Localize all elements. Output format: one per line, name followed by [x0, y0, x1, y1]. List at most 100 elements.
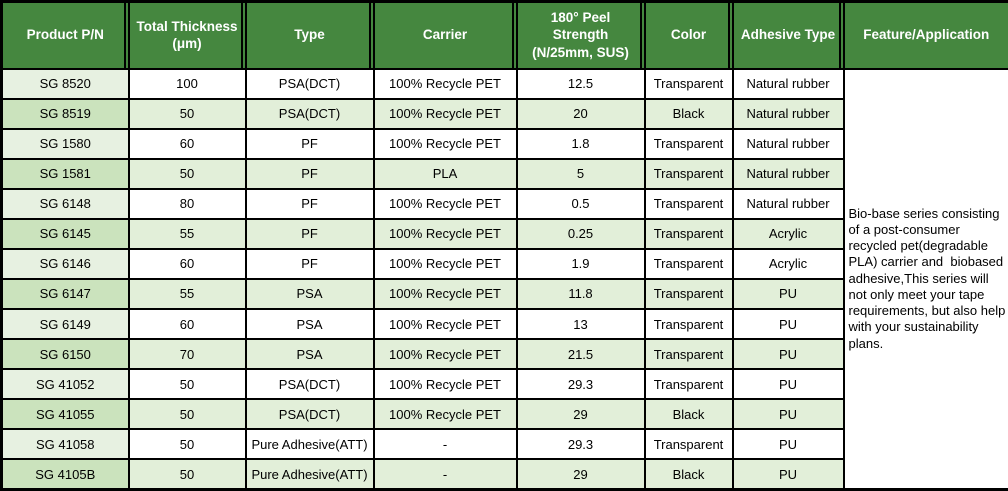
- cell-product-pn: SG 8520: [0, 67, 130, 100]
- cell-color: Transparent: [643, 428, 734, 461]
- cell-total-thickness: 55: [127, 217, 247, 250]
- cell-peel-strength: 29.3: [515, 428, 646, 461]
- cell-carrier: 100% Recycle PET: [372, 368, 518, 401]
- table-row: SG 6146 60 PF 100% Recycle PET 1.9 Transparen…: [0, 247, 1008, 280]
- cell-color: Transparent: [643, 368, 734, 401]
- cell-peel-strength: 0.25: [515, 217, 646, 250]
- cell-carrier: 100% Recycle PET: [372, 187, 518, 220]
- cell-carrier: -: [372, 458, 518, 491]
- cell-color: Transparent: [643, 338, 734, 371]
- table-row: SG 1580 60 PF 100% Recycle PET 1.8 Transparen…: [0, 127, 1008, 160]
- cell-carrier: PLA: [372, 157, 518, 190]
- cell-type: PSA: [244, 277, 375, 311]
- cell-color: Black: [643, 398, 734, 431]
- cell-total-thickness: 55: [127, 277, 247, 311]
- cell-color: Transparent: [643, 67, 734, 100]
- cell-type: PSA(DCT): [244, 97, 375, 130]
- cell-product-pn: SG 8519: [0, 97, 130, 130]
- table-row: SG 1581 50 PF PLA 5 Transparent Natural rubber: [0, 157, 1008, 190]
- cell-peel-strength: 13: [515, 307, 646, 341]
- cell-product-pn: SG 6149: [0, 307, 130, 341]
- cell-color: Transparent: [643, 307, 734, 341]
- cell-color: Transparent: [643, 217, 734, 250]
- cell-type: PF: [244, 247, 375, 280]
- cell-product-pn: SG 6145: [0, 217, 130, 250]
- feature-application-cell: Bio-base series consisting of a post-con…: [842, 67, 1008, 491]
- column-header-peel-strength: 180° Peel Strength (N/25mm, SUS): [515, 0, 646, 70]
- cell-adhesive-type: Acrylic: [731, 217, 845, 250]
- cell-type: PF: [244, 127, 375, 160]
- cell-total-thickness: 50: [127, 458, 247, 491]
- cell-product-pn: SG 6148: [0, 187, 130, 220]
- cell-color: Transparent: [643, 277, 734, 311]
- column-header-total-thickness: Total Thickness (μm): [127, 0, 247, 70]
- column-header-carrier: Carrier: [372, 0, 518, 70]
- cell-total-thickness: 60: [127, 127, 247, 160]
- cell-type: PSA(DCT): [244, 368, 375, 401]
- column-header-type: Type: [244, 0, 375, 70]
- cell-adhesive-type: PU: [731, 458, 845, 491]
- table-row: SG 8519 50 PSA(DCT) 100% Recycle PET 20 Black…: [0, 97, 1008, 130]
- cell-product-pn: SG 6147: [0, 277, 130, 311]
- cell-total-thickness: 60: [127, 307, 247, 341]
- table-row: SG 6145 55 PF 100% Recycle PET 0.25 Transpare…: [0, 217, 1008, 250]
- cell-product-pn: SG 1580: [0, 127, 130, 160]
- cell-total-thickness: 100: [127, 67, 247, 100]
- cell-type: PSA(DCT): [244, 398, 375, 431]
- cell-total-thickness: 60: [127, 247, 247, 280]
- cell-product-pn: SG 6150: [0, 338, 130, 371]
- cell-total-thickness: 50: [127, 428, 247, 461]
- cell-type: PSA: [244, 307, 375, 341]
- cell-color: Transparent: [643, 247, 734, 280]
- cell-product-pn: SG 1581: [0, 157, 130, 190]
- cell-color: Transparent: [643, 127, 734, 160]
- table-row: SG 41058 50 Pure Adhesive(ATT) -29.3 Transpa…: [0, 428, 1008, 461]
- cell-carrier: 100% Recycle PET: [372, 277, 518, 311]
- cell-adhesive-type: Natural rubber: [731, 187, 845, 220]
- cell-total-thickness: 50: [127, 97, 247, 130]
- cell-carrier: 100% Recycle PET: [372, 67, 518, 100]
- cell-carrier: -: [372, 428, 518, 461]
- cell-adhesive-type: Natural rubber: [731, 67, 845, 100]
- table-row: SG 6147 55 PSA 100% Recycle PET 11.8 Transpar…: [0, 277, 1008, 311]
- header-row: Product P/N Total Thickness (μm) Type Carri…: [0, 0, 1008, 70]
- cell-peel-strength: 5: [515, 157, 646, 190]
- cell-peel-strength: 29.3: [515, 368, 646, 401]
- cell-peel-strength: 21.5: [515, 338, 646, 371]
- cell-product-pn: SG 4105B: [0, 458, 130, 491]
- cell-carrier: 100% Recycle PET: [372, 307, 518, 341]
- cell-adhesive-type: PU: [731, 307, 845, 341]
- cell-adhesive-type: Natural rubber: [731, 97, 845, 130]
- cell-adhesive-type: Natural rubber: [731, 157, 845, 190]
- table-row: SG 41052 50 PSA(DCT) 100% Recycle PET 29.3 Tr…: [0, 368, 1008, 401]
- cell-type: Pure Adhesive(ATT): [244, 428, 375, 461]
- cell-peel-strength: 1.8: [515, 127, 646, 160]
- cell-adhesive-type: Acrylic: [731, 247, 845, 280]
- cell-total-thickness: 50: [127, 157, 247, 190]
- cell-carrier: 100% Recycle PET: [372, 338, 518, 371]
- cell-adhesive-type: PU: [731, 338, 845, 371]
- cell-carrier: 100% Recycle PET: [372, 398, 518, 431]
- column-header-product-pn: Product P/N: [0, 0, 130, 70]
- cell-total-thickness: 50: [127, 398, 247, 431]
- table-row: SG 41055 50 PSA(DCT) 100% Recycle PET 29 Blac…: [0, 398, 1008, 431]
- cell-adhesive-type: PU: [731, 428, 845, 461]
- cell-product-pn: SG 41055: [0, 398, 130, 431]
- cell-adhesive-type: PU: [731, 277, 845, 311]
- cell-type: PF: [244, 217, 375, 250]
- table-row: SG 4105B 50 Pure Adhesive(ATT) -29 Black PU: [0, 458, 1008, 491]
- cell-total-thickness: 80: [127, 187, 247, 220]
- cell-adhesive-type: PU: [731, 368, 845, 401]
- cell-total-thickness: 70: [127, 338, 247, 371]
- cell-peel-strength: 0.5: [515, 187, 646, 220]
- table-row: SG 8520 100 PSA(DCT) 100% Recycle PET 12.5 Tr…: [0, 67, 1008, 491]
- cell-peel-strength: 20: [515, 97, 646, 130]
- cell-product-pn: SG 41058: [0, 428, 130, 461]
- table-row: SG 6148 80 PF 100% Recycle PET 0.5 Transparen…: [0, 187, 1008, 220]
- cell-color: Black: [643, 458, 734, 491]
- cell-adhesive-type: Natural rubber: [731, 127, 845, 160]
- cell-type: PSA: [244, 338, 375, 371]
- cell-peel-strength: 29: [515, 398, 646, 431]
- cell-type: PF: [244, 187, 375, 220]
- cell-color: Black: [643, 97, 734, 130]
